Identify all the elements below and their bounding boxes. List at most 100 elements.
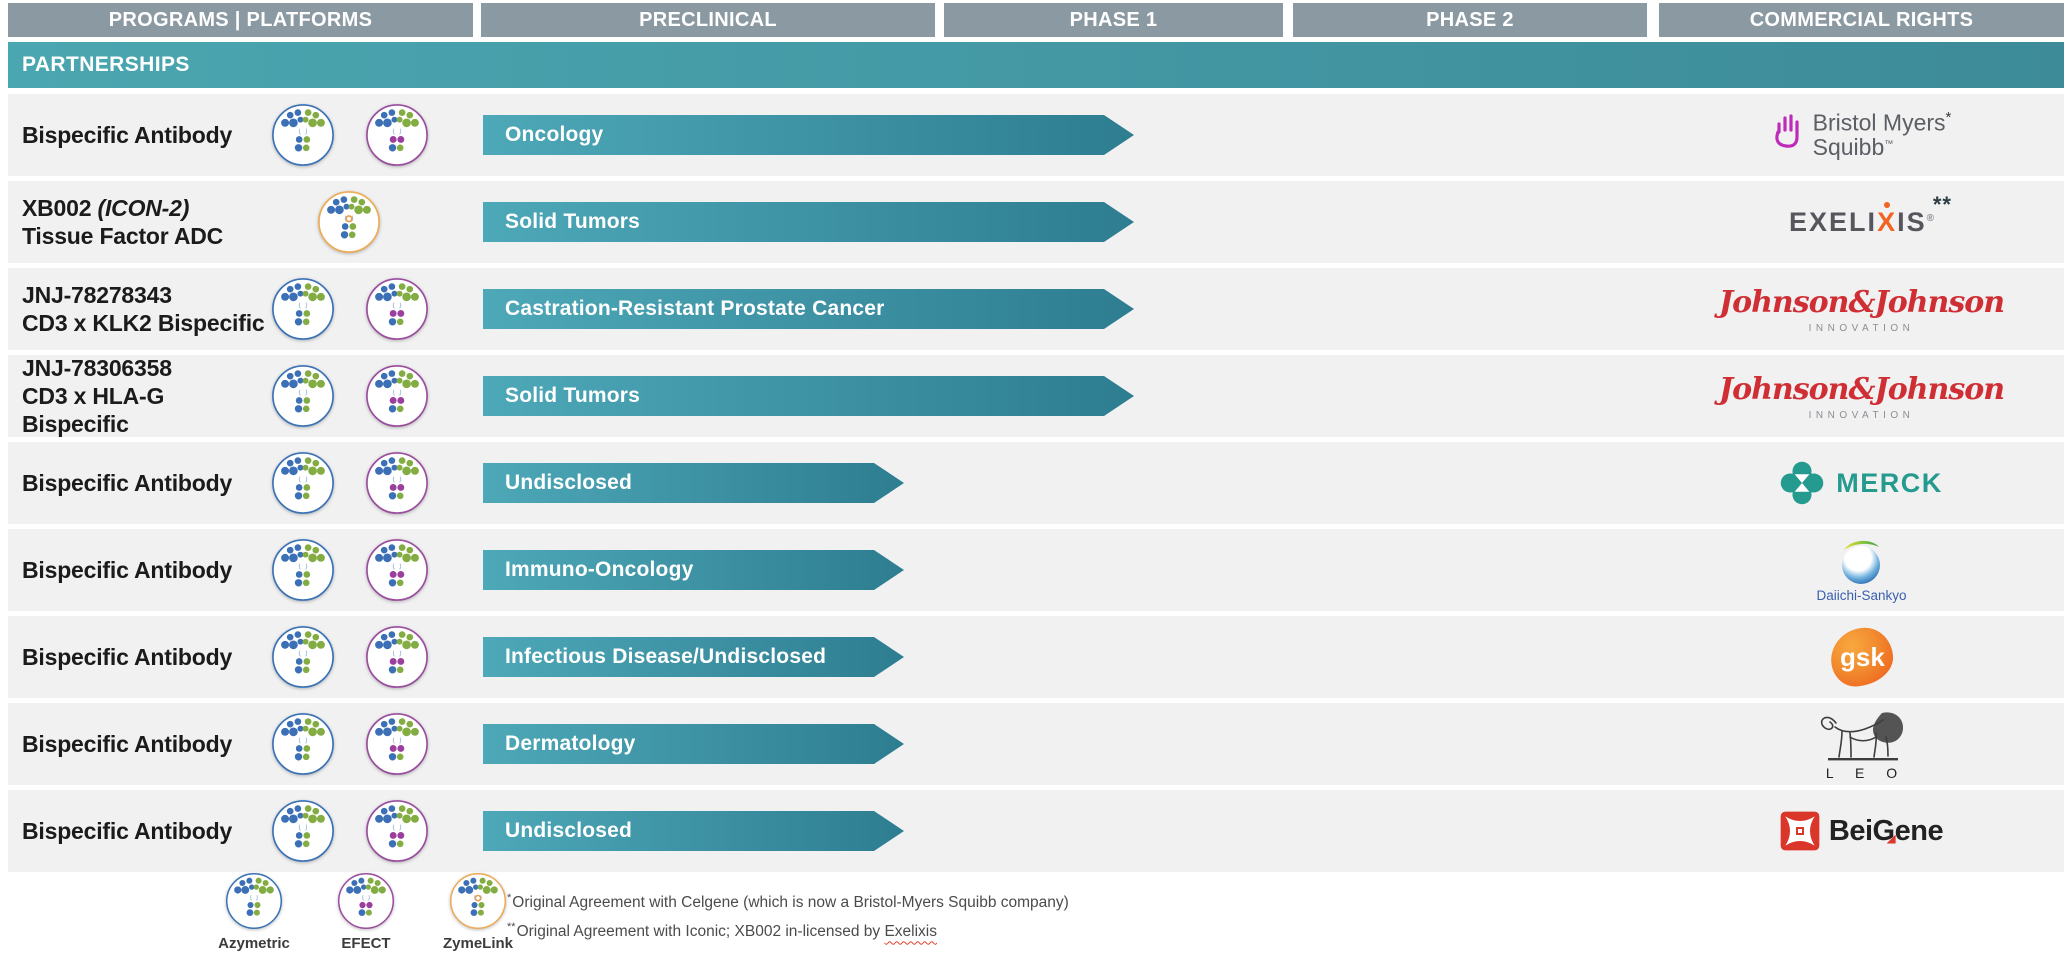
bristol-myers-squibb-logo: Bristol Myers* Squibb™ <box>1772 108 1952 161</box>
platform-icons <box>317 190 381 254</box>
indication-label: Castration-Resistant Prostate Cancer <box>505 297 885 320</box>
azymetric-icon <box>271 538 335 602</box>
pipeline-row: XB002 (ICON-2) Tissue Factor ADC Solid Tu… <box>8 181 2064 263</box>
efect-icon <box>365 103 429 167</box>
azymetric-icon <box>271 103 335 167</box>
beigene-arrow-icon <box>1886 834 1896 844</box>
platform-icons <box>271 799 429 863</box>
efect-icon <box>337 872 395 930</box>
gsk-logo: gsk <box>1828 625 1895 689</box>
indication-label: Solid Tumors <box>505 384 641 407</box>
indication-label: Undisclosed <box>505 471 633 494</box>
pipeline-row: Bispecific Antibody Dermatology L E O <box>8 703 2064 785</box>
header-phase-2: PHASE 2 <box>1293 3 1647 37</box>
partner-logo-cell: MERCK <box>1659 442 2064 524</box>
leo-lion-icon <box>1820 712 1903 761</box>
platform-icons <box>271 277 429 341</box>
efect-icon <box>365 538 429 602</box>
trademark-mark: ™ <box>1884 138 1894 149</box>
efect-icon <box>365 625 429 689</box>
stage-header-row: PROGRAMS | PLATFORMS PRECLINICAL PHASE 1 PH… <box>0 3 2064 37</box>
footnotes: *Original Agreement with Celgene (which … <box>507 886 1069 944</box>
program-name: Bispecific Antibody <box>22 730 233 757</box>
legend-label: EFECT <box>341 935 391 952</box>
azymetric-icon <box>271 277 335 341</box>
platform-icons <box>271 538 429 602</box>
stage-arrow: Solid Tumors <box>483 376 1134 416</box>
platform-icons <box>271 364 429 428</box>
header-programs-platforms: PROGRAMS | PLATFORMS <box>8 3 473 37</box>
legend-item-efect: EFECT <box>318 872 414 952</box>
azymetric-icon <box>225 872 283 930</box>
pipeline-row: Bispecific Antibody Infectious Disease/U… <box>8 616 2064 698</box>
footnote-marker: * <box>1945 108 1952 126</box>
header-preclinical: PRECLINICAL <box>481 3 935 37</box>
efect-icon <box>365 277 429 341</box>
leo-pharma-logo: L E O <box>1816 707 1908 781</box>
pipeline-row: JNJ-78278343 CD3 x KLK2 Bispecific Castra… <box>8 268 2064 350</box>
platform-icons <box>271 103 429 167</box>
program-name: Bispecific Antibody <box>22 817 233 844</box>
daiichi-sankyo-logo: Daiichi-Sankyo <box>1816 538 1907 603</box>
azymetric-icon <box>271 712 335 776</box>
stage-arrow: Infectious Disease/Undisclosed <box>483 637 904 677</box>
program-name: JNJ-78306358 CD3 x HLA-G Bispecific <box>22 354 172 438</box>
azymetric-icon <box>271 799 335 863</box>
pipeline-rows: Bispecific Antibody Oncology Bristol Mye… <box>8 94 2064 877</box>
stage-arrow: Undisclosed <box>483 811 904 851</box>
indication-label: Undisclosed <box>505 819 633 842</box>
bms-line2: Squibb <box>1812 134 1885 161</box>
pipeline-row: Bispecific Antibody Immuno-Oncology Daii… <box>8 529 2064 611</box>
jnj-innovation-text: INNOVATION <box>1808 322 1915 334</box>
header-commercial-rights: COMMERCIAL RIGHTS <box>1659 3 2064 37</box>
program-name: Bispecific Antibody <box>22 469 233 496</box>
legend-label: ZymeLink <box>442 935 514 952</box>
partner-logo-cell: L E O <box>1659 703 2064 785</box>
johnson-and-johnson-logo: Johnson&Johnson INNOVATION <box>1718 284 2005 334</box>
platform-icons <box>271 451 429 515</box>
efect-icon <box>365 451 429 515</box>
jnj-script-text: Johnson&Johnson <box>1718 371 2005 407</box>
partner-logo-cell: Daiichi-Sankyo <box>1659 529 2064 611</box>
stage-arrow: Solid Tumors <box>483 202 1134 242</box>
indication-label: Solid Tumors <box>505 210 641 233</box>
exelixis-x-figure-icon: X <box>1877 201 1897 238</box>
legend-label: Azymetric <box>218 935 290 952</box>
jnj-script-text: Johnson&Johnson <box>1718 284 2005 320</box>
footnote-marker: * <box>507 892 512 904</box>
partner-logo-cell: gsk <box>1659 616 2064 698</box>
azymetric-icon <box>271 364 335 428</box>
legend-item-azymetric: Azymetric <box>206 872 302 952</box>
partner-logo-cell: Johnson&Johnson INNOVATION <box>1659 268 2064 350</box>
partnerships-banner: PARTNERSHIPS <box>8 42 2064 88</box>
zymelink-icon <box>449 872 507 930</box>
zymelink-icon <box>317 190 381 254</box>
program-name: JNJ-78278343 CD3 x KLK2 Bispecific <box>22 281 265 336</box>
program-name: XB002 (ICON-2) Tissue Factor ADC <box>22 194 224 249</box>
indication-label: Dermatology <box>505 732 636 755</box>
indication-label: Oncology <box>505 123 604 146</box>
bms-hand-icon <box>1774 114 1799 148</box>
efect-icon <box>365 712 429 776</box>
beigene-mark-icon <box>1780 811 1820 851</box>
jnj-innovation-text: INNOVATION <box>1808 409 1915 421</box>
stage-arrow: Oncology <box>483 115 1134 155</box>
platform-legend: Azymetric EFECT ZymeLink <box>206 872 526 952</box>
bms-line1: Bristol Myers <box>1812 109 1946 136</box>
efect-icon <box>365 364 429 428</box>
program-name: Bispecific Antibody <box>22 643 233 670</box>
partner-logo-cell: Bristol Myers* Squibb™ <box>1659 94 2064 176</box>
partnerships-banner-label: PARTNERSHIPS <box>22 53 190 76</box>
footnote-2: **Original Agreement with Iconic; XB002 … <box>507 921 937 941</box>
indication-label: Immuno-Oncology <box>505 558 694 581</box>
footnote-marker: ** <box>507 921 516 934</box>
platform-icons <box>271 712 429 776</box>
stage-arrow: Castration-Resistant Prostate Cancer <box>483 289 1134 329</box>
azymetric-icon <box>271 451 335 515</box>
spellcheck-underline: Exelixis <box>884 923 937 941</box>
johnson-and-johnson-logo: Johnson&Johnson INNOVATION <box>1718 371 2005 421</box>
program-name: Bispecific Antibody <box>22 556 233 583</box>
pipeline-row: Bispecific Antibody Oncology Bristol Mye… <box>8 94 2064 176</box>
